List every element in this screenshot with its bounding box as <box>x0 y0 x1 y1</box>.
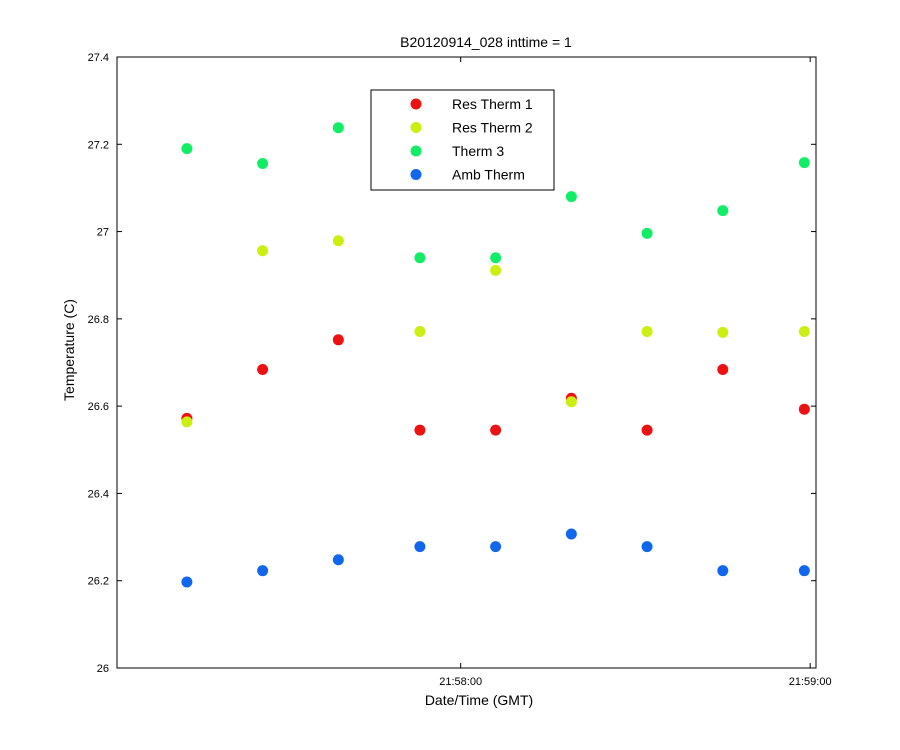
data-point <box>332 122 344 134</box>
data-point <box>490 541 502 553</box>
x-tick-label: 21:59:00 <box>789 676 832 688</box>
legend-label: Amb Therm <box>452 167 525 183</box>
legend-box <box>370 89 555 191</box>
legend: Res Therm 1 Res Therm 2 Therm 3 Amb Therm <box>370 89 555 191</box>
legend-label: Res Therm 2 <box>452 120 533 136</box>
chart-title: B20120914_028 inttime = 1 <box>400 34 572 50</box>
data-point <box>490 424 502 436</box>
data-point <box>565 191 577 203</box>
y-tick-label: 26.2 <box>88 576 109 588</box>
legend-marker <box>410 169 422 180</box>
data-point <box>717 565 729 577</box>
x-axis: 21:58:00 21:59:00 <box>439 57 832 688</box>
legend-item: Res Therm 2 <box>410 120 533 136</box>
series-amb-therm <box>181 528 810 588</box>
y-tick-label: 26.8 <box>88 314 109 326</box>
y-tick-label: 27.4 <box>88 52 109 64</box>
data-point <box>641 227 653 239</box>
data-point <box>257 245 269 257</box>
legend-marker <box>410 122 422 133</box>
data-point <box>257 157 269 169</box>
data-point <box>490 264 502 276</box>
data-point <box>414 252 426 264</box>
data-point <box>717 363 729 375</box>
data-points <box>181 122 810 588</box>
data-point <box>257 565 269 577</box>
legend-label: Res Therm 1 <box>452 96 533 112</box>
y-axis-title: Temperature (C) <box>61 299 77 401</box>
data-point <box>332 554 344 566</box>
x-tick-label: 21:58:00 <box>439 676 482 688</box>
data-point <box>641 326 653 338</box>
data-point <box>332 235 344 247</box>
legend-label: Therm 3 <box>452 143 504 159</box>
data-point <box>332 334 344 346</box>
legend-marker <box>410 98 422 110</box>
data-point <box>798 565 810 577</box>
data-point <box>414 541 426 553</box>
data-point <box>257 363 269 375</box>
data-point <box>565 396 577 408</box>
legend-item: Therm 3 <box>410 143 504 159</box>
data-point <box>641 424 653 436</box>
data-point <box>490 252 502 264</box>
legend-item: Res Therm 1 <box>410 96 533 112</box>
data-point <box>798 326 810 338</box>
data-point <box>641 541 653 553</box>
y-tick-label: 26.4 <box>88 488 109 500</box>
y-axis: 26 26.2 26.4 26.6 26.8 27 27.2 27.4 <box>88 52 816 675</box>
legend-marker <box>410 145 422 157</box>
x-axis-title: Date/Time (GMT) <box>425 692 533 708</box>
series-res-therm-2 <box>181 235 810 428</box>
y-tick-label: 27.2 <box>88 139 109 151</box>
data-point <box>717 205 729 217</box>
data-point <box>414 424 426 436</box>
data-point <box>798 157 810 169</box>
series-therm-3 <box>181 122 810 264</box>
data-point <box>181 143 193 155</box>
data-point <box>717 326 729 338</box>
data-point <box>565 528 577 540</box>
y-tick-label: 27 <box>97 227 109 239</box>
legend-item: Amb Therm <box>410 167 525 183</box>
y-tick-label: 26 <box>97 663 109 675</box>
data-point <box>181 576 193 588</box>
data-point <box>181 416 193 428</box>
y-tick-label: 26.6 <box>88 401 109 413</box>
data-point <box>798 403 810 415</box>
data-point <box>414 326 426 338</box>
